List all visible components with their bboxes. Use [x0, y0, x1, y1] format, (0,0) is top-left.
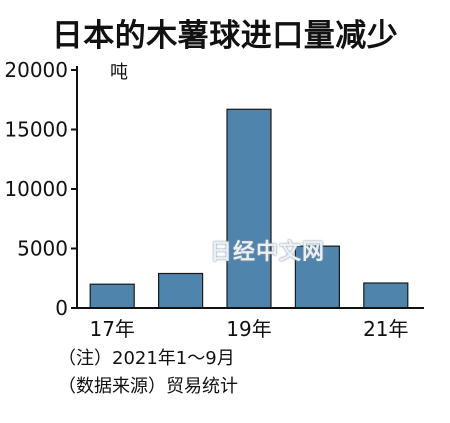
y-tick-label: 10000	[4, 177, 68, 201]
y-tick-label: 0	[55, 296, 68, 320]
x-axis: 17年 19年 21年	[77, 307, 424, 341]
x-tick-label: 21年	[363, 317, 408, 341]
bar-1	[89, 283, 135, 309]
bar-3	[226, 108, 272, 309]
y-tick-label: 15000	[4, 118, 68, 142]
footnote-period: （注）2021年1～9月	[58, 348, 235, 369]
x-tick-label: 17年	[89, 317, 134, 341]
bars	[89, 108, 409, 309]
y-axis: 0 5000 10000 15000 20000	[4, 58, 78, 320]
x-tick-label: 19年	[226, 317, 271, 341]
y-tick-label: 20000	[4, 58, 68, 82]
bar-4	[294, 245, 340, 309]
bar-5	[363, 282, 409, 309]
y-tick-label: 5000	[17, 237, 68, 261]
chart-title: 日本的木薯球进口量减少	[51, 18, 399, 54]
y-axis-unit-label: 吨	[110, 62, 128, 83]
footnotes: （注）2021年1～9月 （数据来源）贸易统计	[58, 345, 238, 401]
bar-2	[158, 272, 204, 309]
footnote-source: （数据来源）贸易统计	[58, 376, 238, 397]
